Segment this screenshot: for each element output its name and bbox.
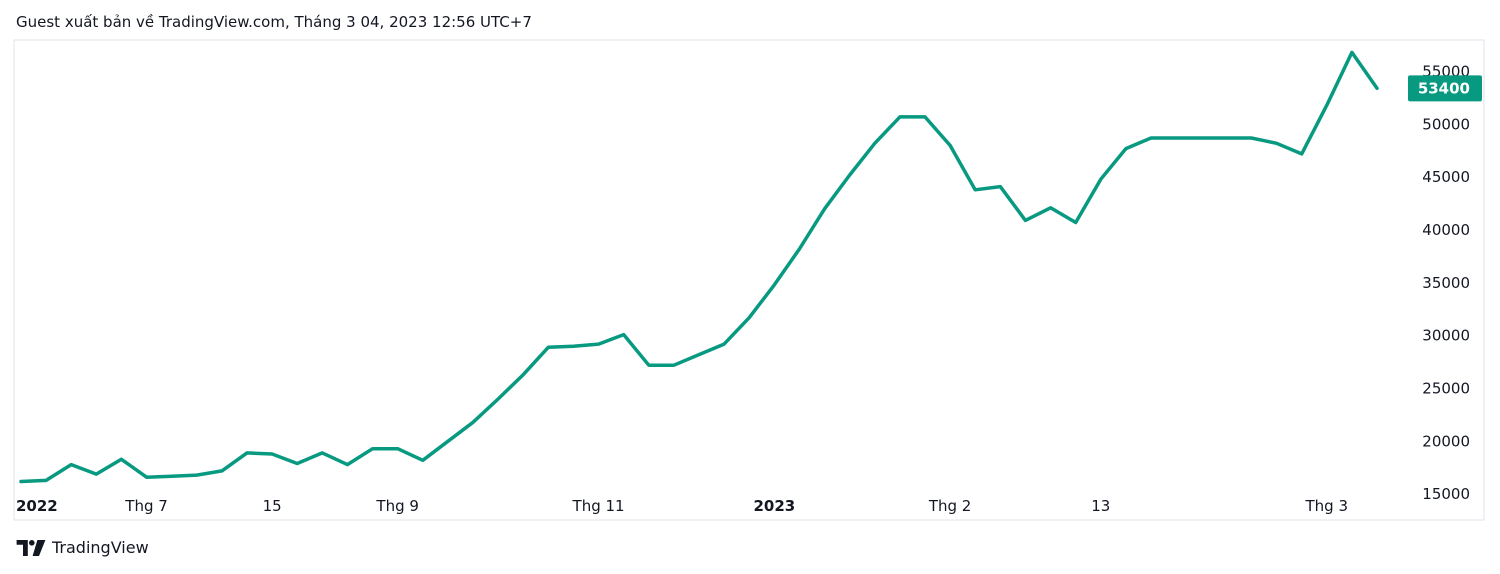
tradingview-logo-icon: [16, 539, 46, 556]
time-tick-label: 2023: [753, 497, 795, 515]
data-point[interactable]: [670, 361, 678, 369]
price-tick-label: 40000: [1422, 221, 1470, 239]
tradingview-brand[interactable]: TradingView: [16, 538, 149, 557]
data-point[interactable]: [469, 418, 477, 426]
time-tick-label: 15: [263, 497, 282, 515]
data-point[interactable]: [1348, 48, 1356, 56]
data-point[interactable]: [971, 186, 979, 194]
data-point[interactable]: [243, 449, 251, 457]
data-point[interactable]: [42, 476, 50, 484]
data-point[interactable]: [795, 245, 803, 253]
data-point[interactable]: [519, 371, 527, 379]
data-point[interactable]: [846, 171, 854, 179]
data-point[interactable]: [394, 445, 402, 453]
last-price-tag: 53400: [1408, 75, 1482, 102]
data-point[interactable]: [720, 340, 728, 348]
time-tick-label: Thg 7: [124, 497, 168, 515]
data-point[interactable]: [1122, 145, 1130, 153]
price-tick-label: 35000: [1422, 274, 1470, 292]
data-point[interactable]: [17, 478, 25, 486]
time-tick-label: Thg 2: [928, 497, 972, 515]
data-point[interactable]: [1072, 219, 1080, 227]
last-price-label: 53400: [1418, 79, 1470, 97]
data-point[interactable]: [896, 113, 904, 121]
time-tick-label: 13: [1091, 497, 1110, 515]
data-point[interactable]: [92, 470, 100, 478]
data-point[interactable]: [1298, 150, 1306, 158]
time-axis[interactable]: 2022 Thg 7 15 Thg 9 Thg 11 2023 Thg 2 13 Thg 3: [16, 497, 1348, 515]
data-point[interactable]: [946, 141, 954, 149]
data-point[interactable]: [1097, 175, 1105, 183]
price-tick-label: 15000: [1422, 485, 1470, 503]
data-point[interactable]: [1197, 134, 1205, 142]
data-point[interactable]: [218, 467, 226, 475]
data-point[interactable]: [293, 460, 301, 468]
price-tick-label: 25000: [1422, 379, 1470, 397]
data-point[interactable]: [67, 461, 75, 469]
data-point[interactable]: [871, 139, 879, 147]
data-point[interactable]: [1047, 204, 1055, 212]
data-point[interactable]: [343, 461, 351, 469]
price-tick-label: 30000: [1422, 327, 1470, 345]
data-point[interactable]: [1147, 134, 1155, 142]
data-point[interactable]: [645, 361, 653, 369]
data-point[interactable]: [1247, 134, 1255, 142]
last-price-tag-bg: [1408, 75, 1482, 102]
data-point[interactable]: [544, 343, 552, 351]
data-point[interactable]: [318, 449, 326, 457]
brand-name: TradingView: [52, 538, 149, 557]
data-point[interactable]: [770, 281, 778, 289]
time-tick-label: Thg 3: [1305, 497, 1349, 515]
data-point[interactable]: [444, 437, 452, 445]
data-point[interactable]: [117, 455, 125, 463]
data-point[interactable]: [569, 342, 577, 350]
data-point[interactable]: [1323, 101, 1331, 109]
data-point[interactable]: [1172, 134, 1180, 142]
price-tick-label: 45000: [1422, 168, 1470, 186]
data-point[interactable]: [1021, 216, 1029, 224]
price-tick-label: 50000: [1422, 115, 1470, 133]
data-point[interactable]: [1373, 84, 1381, 92]
data-point[interactable]: [369, 445, 377, 453]
data-point[interactable]: [921, 113, 929, 121]
price-axis[interactable]: 15000 20000 25000 30000 35000 40000 45000 50000…: [1422, 62, 1470, 503]
time-tick-label: Thg 11: [572, 497, 625, 515]
chart-frame: [13, 39, 1485, 521]
data-point[interactable]: [595, 340, 603, 348]
data-point[interactable]: [996, 183, 1004, 191]
price-tick-label: 20000: [1422, 432, 1470, 450]
time-tick-label: Thg 9: [375, 497, 419, 515]
data-point[interactable]: [168, 472, 176, 480]
data-point[interactable]: [821, 205, 829, 213]
data-point[interactable]: [193, 471, 201, 479]
chart-header: Guest xuất bản về TradingView.com, Tháng…: [16, 13, 532, 31]
series-layer: [17, 48, 1381, 486]
data-point[interactable]: [419, 456, 427, 464]
data-point[interactable]: [1273, 139, 1281, 147]
data-point[interactable]: [745, 314, 753, 322]
data-point[interactable]: [1222, 134, 1230, 142]
data-point[interactable]: [268, 450, 276, 458]
data-point[interactable]: [620, 331, 628, 339]
data-point[interactable]: [143, 473, 151, 481]
time-tick-label: 2022: [16, 497, 58, 515]
price-series-line[interactable]: [19, 50, 1379, 484]
data-point[interactable]: [494, 395, 502, 403]
data-point[interactable]: [695, 351, 703, 359]
